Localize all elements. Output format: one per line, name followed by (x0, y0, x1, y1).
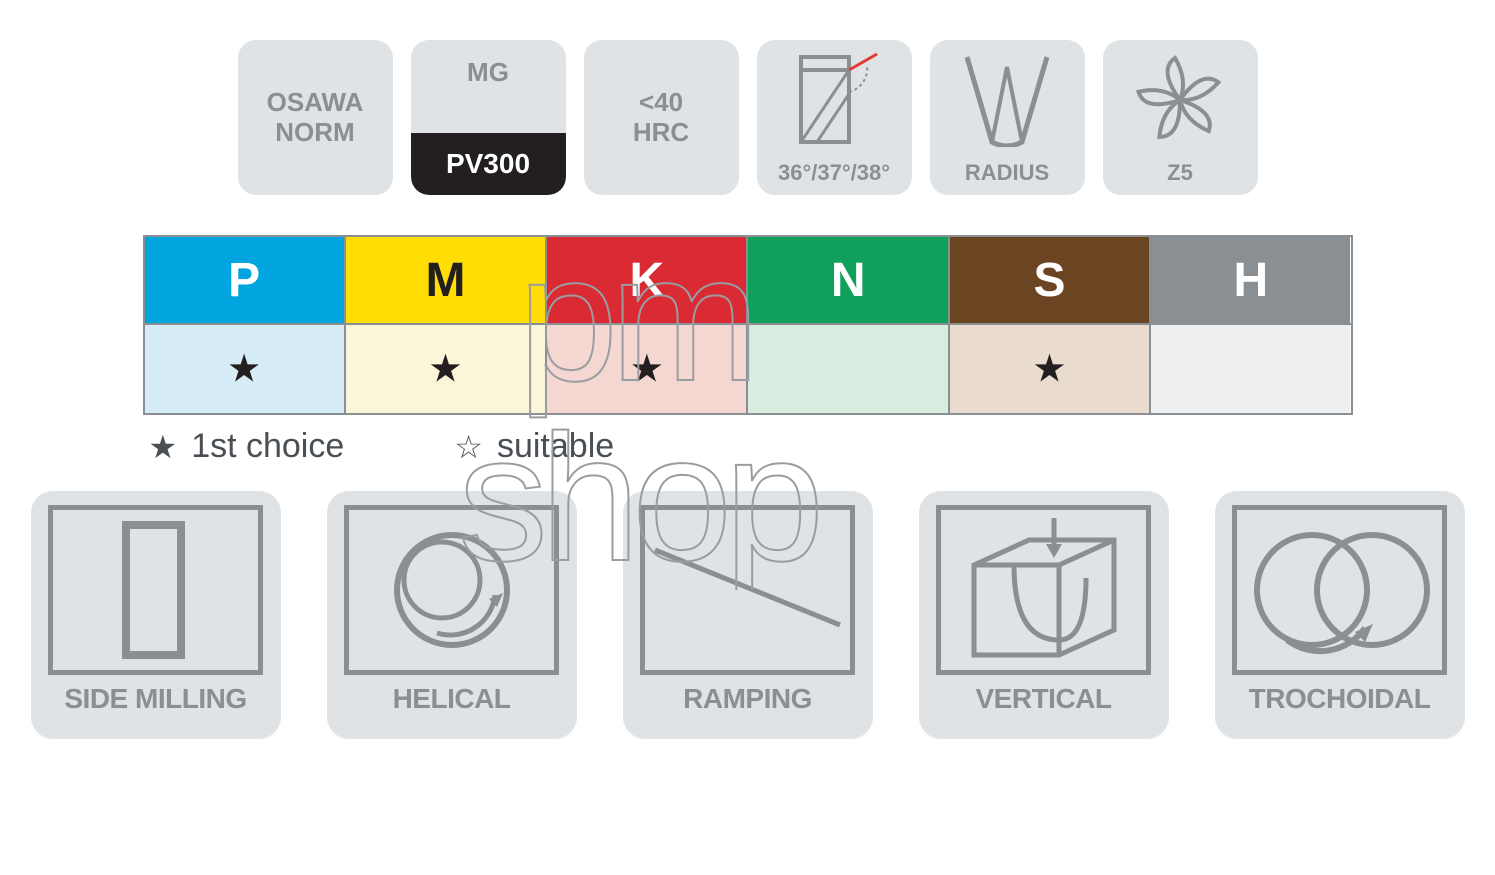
ramping-icon (640, 505, 855, 675)
material-header-cell: P (145, 237, 346, 323)
caption: RADIUS (965, 160, 1049, 195)
spec-row: OSAWA NORM MG PV300 <40 HRC 36°/3 (20, 40, 1475, 195)
op-label: RAMPING (683, 675, 812, 715)
material-body-cell (748, 325, 949, 413)
operation-row: SIDE MILLING HELICAL RAMPING (20, 491, 1475, 739)
spec-osawa-norm: OSAWA NORM (238, 40, 393, 195)
op-label: VERTICAL (976, 675, 1112, 715)
radius-icon (957, 40, 1057, 160)
legend-first-choice: ★ 1st choice (149, 427, 345, 466)
text-line: HRC (633, 118, 689, 148)
helical-icon (344, 505, 559, 675)
material-body-cell: ★ (950, 325, 1151, 413)
material-table: PMKNSH ★★★★ (143, 235, 1353, 415)
text-line: <40 (639, 88, 683, 118)
op-vertical: VERTICAL (919, 491, 1169, 739)
material-body-row: ★★★★ (145, 325, 1351, 413)
op-label: TROCHOIDAL (1249, 675, 1431, 715)
material-body-cell: ★ (547, 325, 748, 413)
legend-label: 1st choice (191, 427, 344, 466)
spec-radius: RADIUS (930, 40, 1085, 195)
star-outline-icon: ☆ (454, 428, 483, 466)
material-header-cell: K (547, 237, 748, 323)
text-line: MG (467, 58, 509, 88)
op-ramping: RAMPING (623, 491, 873, 739)
spec-mg-pv: MG PV300 (411, 40, 566, 195)
legend: ★ 1st choice ☆ suitable (143, 427, 1353, 466)
material-header-row: PMKNSH (145, 237, 1351, 325)
pv-badge: PV300 (411, 133, 566, 195)
spec-flutes: Z5 (1103, 40, 1258, 195)
helix-angle-icon (789, 40, 879, 160)
side-milling-icon (48, 505, 263, 675)
op-helical: HELICAL (327, 491, 577, 739)
material-header-cell: H (1151, 237, 1350, 323)
material-body-cell: ★ (346, 325, 547, 413)
legend-label: suitable (497, 427, 614, 466)
material-header-cell: S (950, 237, 1151, 323)
material-body-cell (1151, 325, 1350, 413)
caption: 36°/37°/38° (778, 160, 890, 195)
caption: Z5 (1167, 160, 1193, 195)
op-trochoidal: TROCHOIDAL (1215, 491, 1465, 739)
material-body-cell: ★ (145, 325, 346, 413)
spec-hrc: <40 HRC (584, 40, 739, 195)
op-label: HELICAL (393, 675, 511, 715)
star-filled-icon: ★ (149, 428, 178, 466)
op-label: SIDE MILLING (64, 675, 246, 715)
z5-flute-icon (1130, 40, 1230, 160)
legend-suitable: ☆ suitable (454, 427, 614, 466)
material-header-cell: M (346, 237, 547, 323)
trochoidal-icon (1232, 505, 1447, 675)
op-side-milling: SIDE MILLING (31, 491, 281, 739)
spec-helix-angles: 36°/37°/38° (757, 40, 912, 195)
text-line: OSAWA (267, 88, 364, 118)
vertical-icon (936, 505, 1151, 675)
material-header-cell: N (748, 237, 949, 323)
text-line: NORM (275, 118, 354, 148)
